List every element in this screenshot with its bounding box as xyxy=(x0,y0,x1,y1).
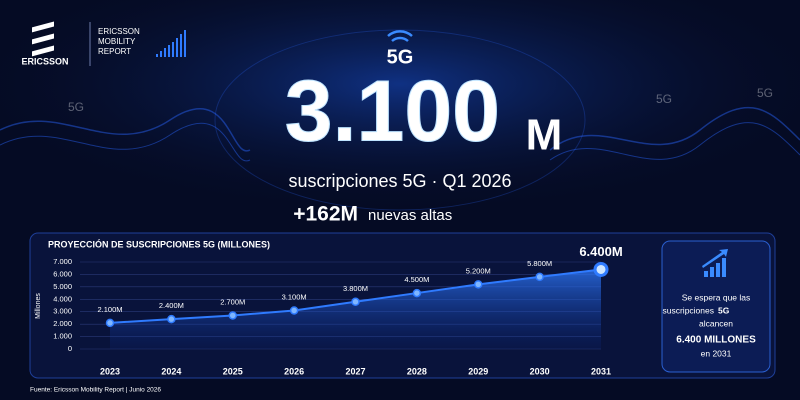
point xyxy=(167,314,176,324)
value-label: 6.400M xyxy=(579,244,622,259)
value-label: 5.800M xyxy=(527,259,552,268)
brand: ERICSSON xyxy=(21,56,68,66)
point xyxy=(228,311,237,320)
callout-text: 5G xyxy=(718,305,730,315)
y-tick-label: 1.000 xyxy=(53,332,72,341)
report: REPORT xyxy=(98,47,131,56)
y-tick-label: 2.000 xyxy=(53,319,72,328)
x-tick-label: 2028 xyxy=(407,366,427,376)
y-tick-label: 6.000 xyxy=(53,269,72,278)
x-tick-label: 2026 xyxy=(284,366,304,376)
callout xyxy=(661,240,771,373)
y-tick-label: 5.000 xyxy=(53,282,72,291)
hero-unit: M xyxy=(526,111,563,160)
value-label: 3.800M xyxy=(343,284,368,293)
point xyxy=(105,318,115,328)
logo xyxy=(32,21,54,57)
point xyxy=(351,297,360,307)
glow xyxy=(0,0,800,240)
y-tick-label: 4.000 xyxy=(53,294,72,303)
callout-text: en 2031 xyxy=(701,348,732,358)
hero-number: 3.100 xyxy=(285,64,500,160)
point xyxy=(289,306,299,315)
caption: suscripciones 5G · Q1 2026 xyxy=(288,171,511,191)
x-tick-label: 2025 xyxy=(223,366,243,376)
additions: +162M xyxy=(293,203,358,226)
chart-title: PROYECCIÓN DE SUSCRIPCIONES 5G (MILLONES… xyxy=(48,238,270,249)
bg-label: 5G xyxy=(656,92,672,106)
area xyxy=(110,269,601,349)
x-tick-label: 2029 xyxy=(468,366,488,376)
callout-text: alcancen xyxy=(699,318,733,328)
x-tick-label: 2024 xyxy=(161,366,181,376)
value-label: 2.100M xyxy=(97,305,122,314)
wifi-icon xyxy=(387,30,413,43)
x-tick-label: 2031 xyxy=(591,366,611,376)
y-axis-label: Millones xyxy=(35,293,42,319)
x-tick-label: 2023 xyxy=(100,366,120,376)
value-label: 4.500M xyxy=(404,275,429,284)
report: ERICSSON xyxy=(98,27,140,36)
x-tick-label: 2027 xyxy=(345,366,365,376)
growth-icon xyxy=(702,249,728,277)
bg-label: 5G xyxy=(68,100,84,114)
x-tick-label: 2030 xyxy=(530,366,550,376)
y-tick-label: 0 xyxy=(68,344,72,353)
value-label: 3.100M xyxy=(282,292,307,301)
point xyxy=(593,261,609,277)
y-tick-label: 7.000 xyxy=(53,257,72,266)
report: MOBILITY xyxy=(98,37,136,46)
bg-label: 5G xyxy=(757,86,773,100)
value-label: 2.700M xyxy=(220,297,245,306)
y-tick-label: 3.000 xyxy=(53,307,72,316)
point xyxy=(474,280,483,289)
callout-highlight: 6.400 MILLONES xyxy=(676,335,756,346)
footer: Fuente: Ericsson Mobility Report | Junio… xyxy=(30,387,161,394)
callout-text: suscripciones xyxy=(663,305,715,315)
signal-icon xyxy=(156,30,186,57)
value-label: 2.400M xyxy=(159,301,184,310)
point xyxy=(412,288,422,298)
additions-text: nuevas altas xyxy=(368,207,452,224)
point xyxy=(535,272,544,282)
value-label: 5.200M xyxy=(466,266,491,275)
badge: 5G xyxy=(387,46,414,68)
callout-text: Se espera que las xyxy=(682,292,751,302)
waves xyxy=(0,29,800,211)
